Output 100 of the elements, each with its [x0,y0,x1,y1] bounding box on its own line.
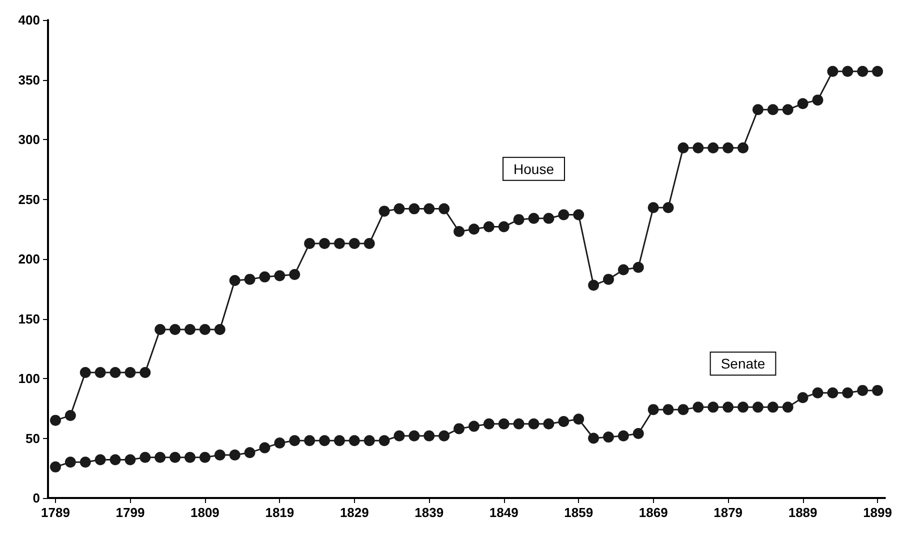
x-tick-label: 1899 [863,505,892,520]
point [334,238,345,249]
point [124,454,136,466]
point [498,418,510,430]
point [304,435,316,446]
point [662,202,674,214]
y-tick-label: 350 [18,72,40,88]
point [483,418,494,430]
point [80,367,91,378]
point [528,212,540,224]
point [678,404,689,416]
point [573,209,584,220]
point [304,238,316,249]
point [648,202,659,214]
x-tick-label: 1849 [489,505,518,520]
point [124,367,136,378]
point [692,142,704,154]
point [468,420,480,432]
point [842,387,854,398]
point [199,452,210,463]
point [603,274,614,285]
y-tick-label: 0 [32,490,40,506]
point [782,104,794,116]
point [454,423,465,434]
point [618,430,629,442]
point [319,435,330,446]
point [468,224,480,235]
x-tick-label: 1819 [265,505,294,520]
y-tick-label: 400 [18,12,40,28]
point [588,280,600,291]
point [424,430,435,442]
point [154,452,166,463]
point [244,447,256,458]
point [603,432,614,443]
point [348,435,360,446]
point [80,456,91,468]
point [558,209,570,220]
point [289,269,300,280]
point [782,402,794,413]
point [170,452,181,463]
point [708,402,719,413]
point [154,324,166,335]
point [618,264,629,276]
point [184,452,196,463]
point [348,238,360,249]
point [588,432,600,444]
point [140,367,151,378]
point [94,454,106,466]
y-tick-label: 200 [18,252,40,266]
point [722,142,734,154]
point [558,416,570,428]
point [738,402,749,413]
point [842,66,854,77]
point [648,404,659,416]
point [438,430,450,442]
x-tick-label: 1789 [41,505,70,520]
point [424,203,435,214]
x-tick-label: 1879 [714,505,743,520]
point [110,367,121,378]
x-tick-label: 1839 [414,505,444,520]
x-tick-label: 1869 [638,505,668,520]
point [797,392,808,404]
point [662,404,674,416]
point [543,418,554,430]
point [812,94,824,106]
point [752,402,764,413]
point [752,104,764,116]
point [199,324,210,335]
point [722,402,734,413]
point [50,414,61,426]
point [738,142,749,154]
point [378,206,390,217]
point [214,449,226,460]
point [94,367,106,378]
point [857,384,868,396]
y-tick-label: 50 [26,430,40,446]
point [498,221,510,232]
point [827,66,838,77]
point [244,274,256,285]
point [528,418,540,430]
point [64,456,76,468]
x-tick-label: 1859 [564,505,594,520]
x-tick-label: 1809 [190,505,220,520]
point [364,238,375,249]
text: Senate [720,356,766,372]
point [214,324,226,335]
point [573,414,584,425]
point [513,214,524,226]
point [229,275,240,286]
point [632,262,644,273]
point [184,324,196,335]
point [543,212,554,224]
x-tick-label: 1799 [116,505,145,520]
point [64,410,76,422]
point [454,226,465,238]
y-tick-label: 300 [18,132,40,147]
x-tick-label: 1889 [788,505,818,520]
point [334,435,345,446]
point [632,428,644,439]
point [319,238,330,249]
